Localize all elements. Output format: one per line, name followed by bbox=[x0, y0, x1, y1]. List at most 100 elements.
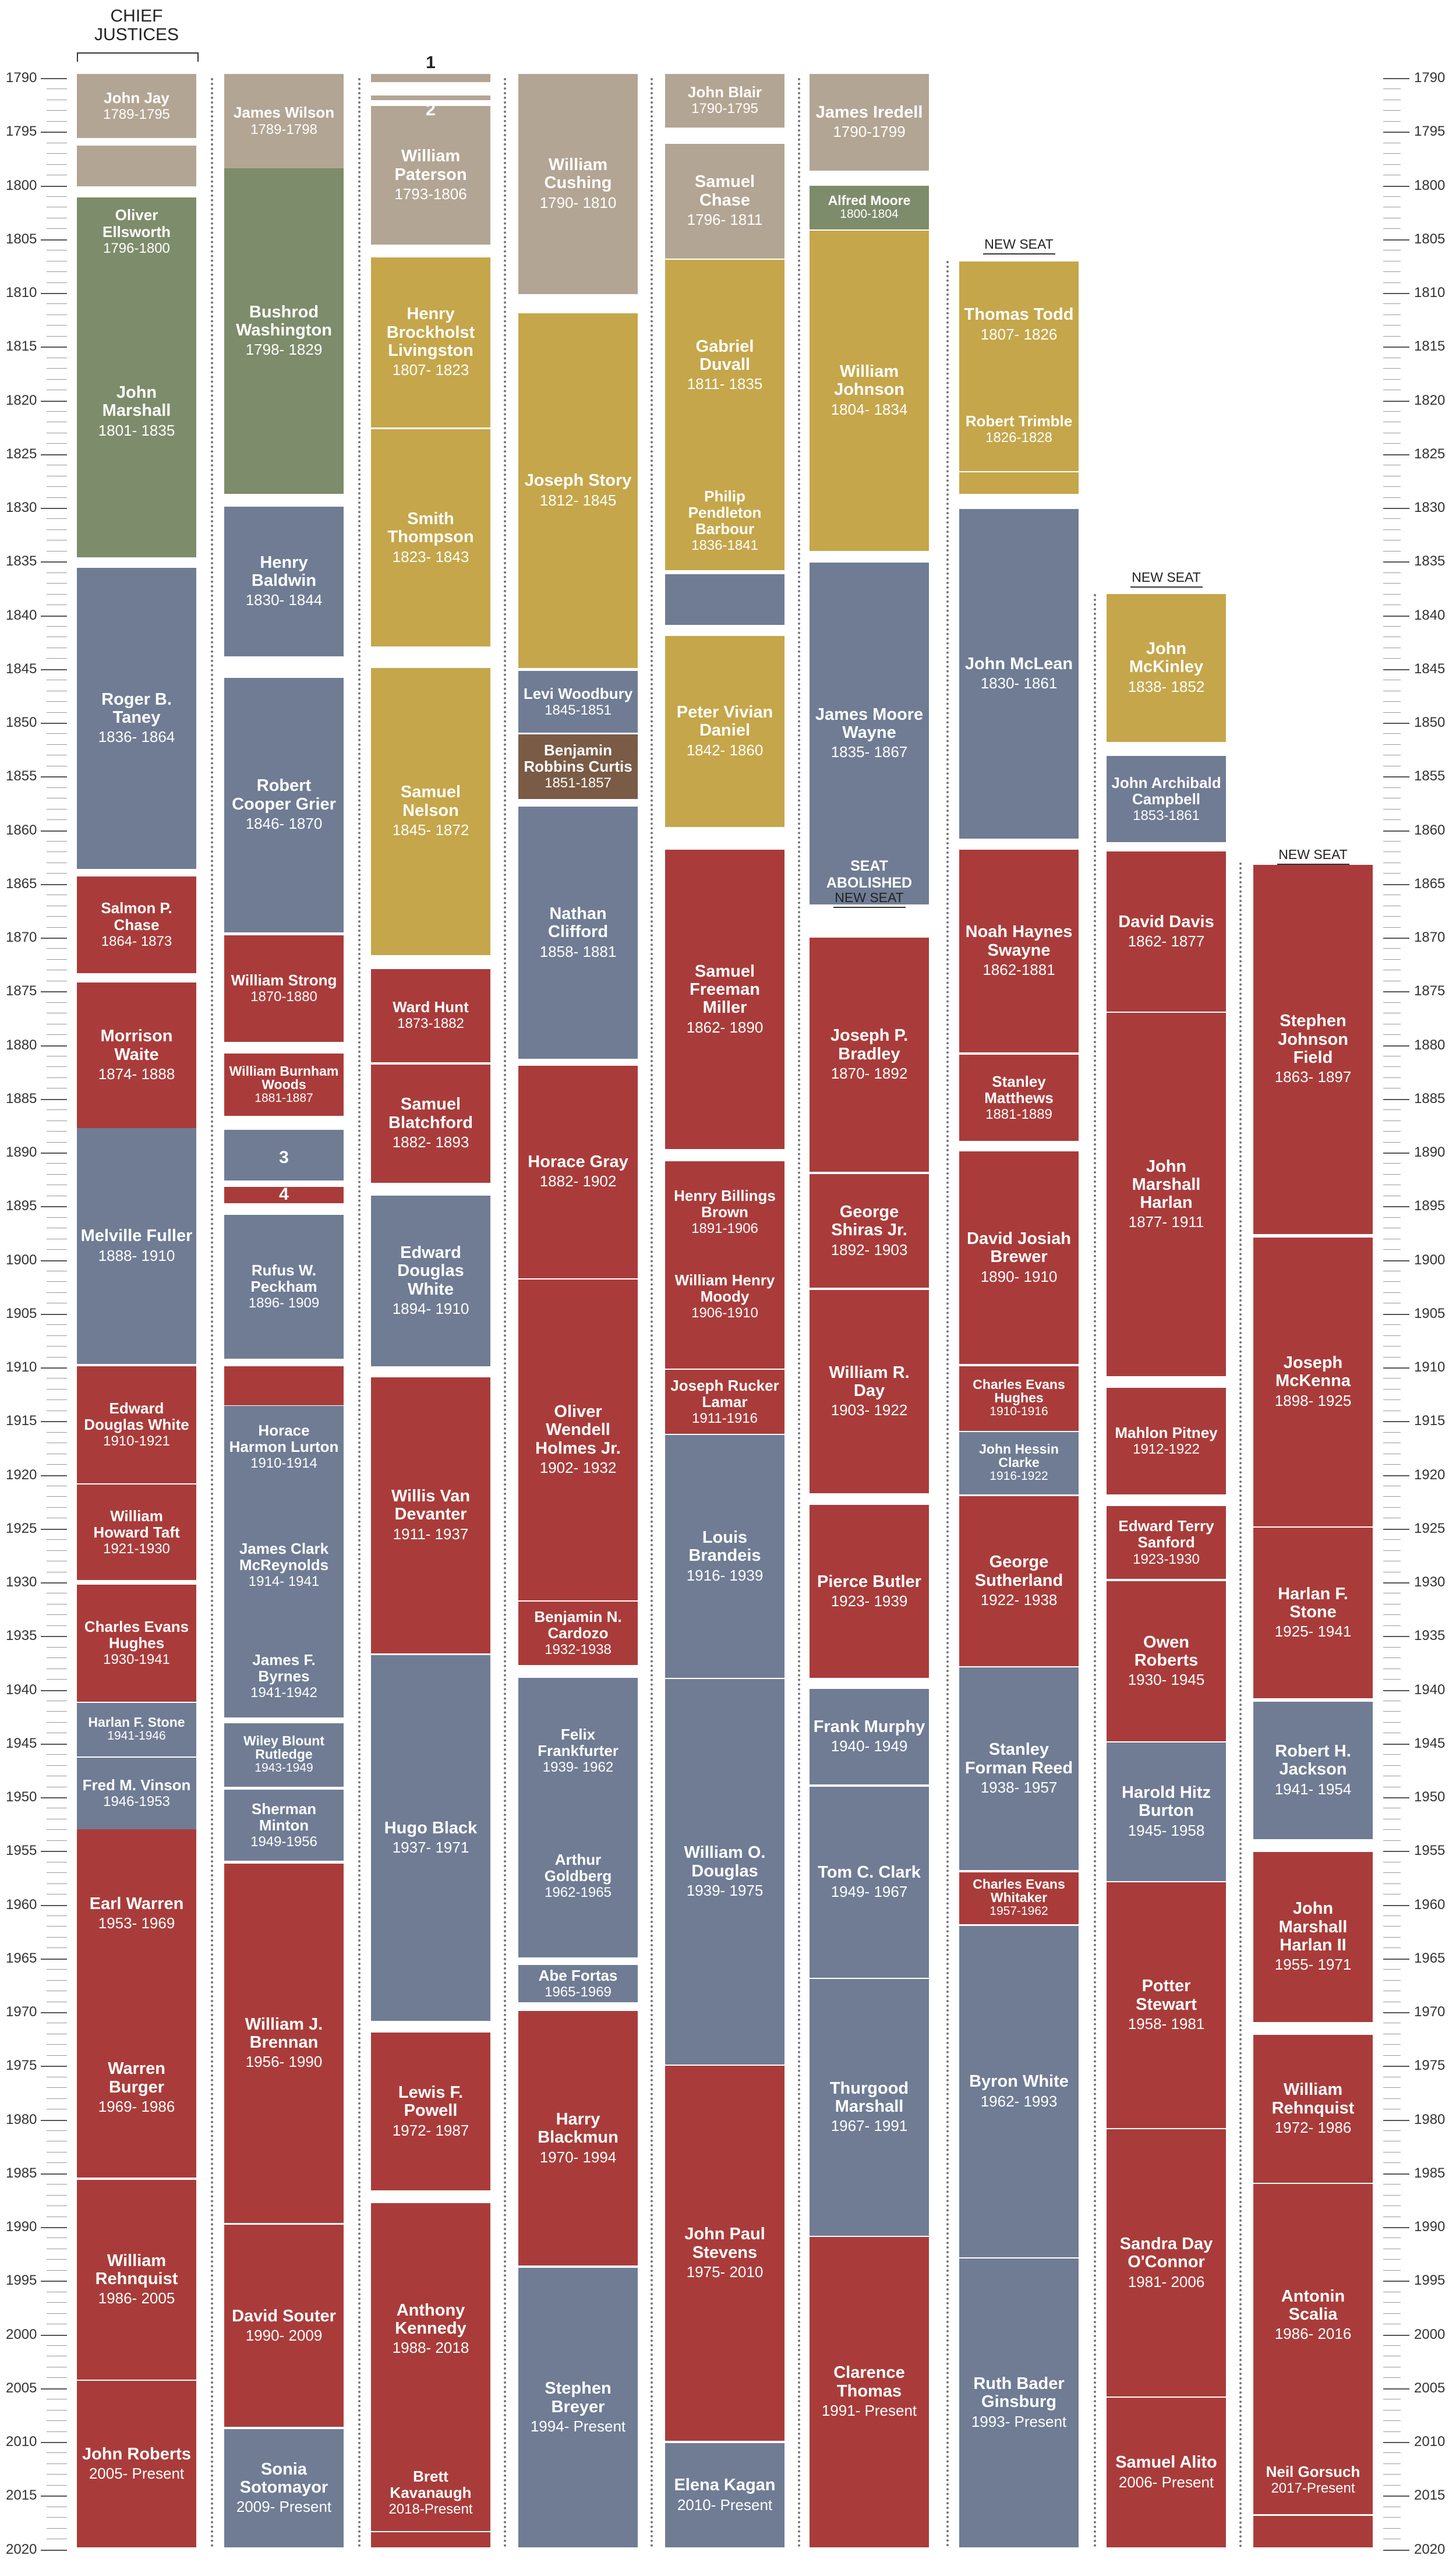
justice-tenure-bar: John Marshall Harlan 1877- 1911 bbox=[1107, 1013, 1226, 1376]
right-axis-tick bbox=[1383, 228, 1401, 229]
justice-years: 1842- 1860 bbox=[686, 741, 764, 759]
left-axis-tick bbox=[47, 1625, 67, 1626]
left-axis-tick bbox=[47, 1980, 67, 1981]
left-axis-tick bbox=[47, 1292, 67, 1293]
justice-years: 1941- 1954 bbox=[1274, 1780, 1352, 1798]
left-axis-label: 1980 bbox=[6, 2111, 37, 2127]
justice-name: Joseph P. Bradley bbox=[830, 1026, 909, 1063]
justice-name: Harold Hitz Burton bbox=[1121, 1783, 1211, 1821]
right-axis-tick bbox=[1383, 572, 1401, 573]
left-axis-label: 1835 bbox=[6, 553, 37, 570]
justice-name: James F. Byrnes bbox=[252, 1651, 316, 1685]
justice-tenure-bar: Nathan Clifford 1858- 1881 bbox=[518, 806, 638, 1059]
right-axis-tick bbox=[1383, 583, 1401, 584]
justice-tenure-bar: Elena Kagan 2010- Present bbox=[665, 2443, 784, 2547]
left-axis-label: 2005 bbox=[6, 2380, 37, 2396]
left-axis-tick bbox=[47, 2162, 67, 2164]
justice-years: 1910-1921 bbox=[103, 1433, 170, 1450]
left-axis-label: 1800 bbox=[6, 177, 37, 193]
justice-name: Robert H. Jackson bbox=[1275, 1742, 1351, 1779]
justice-tenure-bar: Willis Van Devanter 1911- 1937 bbox=[371, 1377, 490, 1653]
right-axis-tick bbox=[1383, 873, 1401, 874]
justice-years: 1975- 2010 bbox=[686, 2263, 764, 2281]
justice-tenure-bar: William J. Brennan 1956- 1990 bbox=[224, 1864, 344, 2223]
justice-years: 1888- 1910 bbox=[98, 1246, 175, 1264]
justice-name: Joseph McKenna bbox=[1275, 1353, 1351, 1391]
justice-name: Frank Murphy bbox=[813, 1717, 925, 1736]
right-axis-label: 1830 bbox=[1414, 500, 1446, 515]
justice-years: 1874- 1888 bbox=[98, 1065, 175, 1083]
justice-tenure-bar bbox=[224, 1130, 344, 1180]
right-axis-tick bbox=[1383, 2162, 1401, 2164]
justice-name: Robert Cooper Grier bbox=[232, 776, 336, 814]
column-separator bbox=[798, 78, 800, 2550]
right-axis-tick bbox=[1383, 1636, 1409, 1638]
right-axis-label: 1795 bbox=[1414, 123, 1446, 140]
left-axis-tick bbox=[41, 1797, 67, 1798]
column-separator bbox=[211, 78, 213, 2550]
justice-tenure-bar: James Iredell 1790-1799 bbox=[810, 73, 929, 171]
justice-years: 1916- 1939 bbox=[686, 1566, 764, 1584]
left-axis-tick bbox=[47, 733, 67, 734]
left-axis-tick bbox=[47, 1539, 67, 1540]
left-axis-tick bbox=[47, 625, 67, 627]
justice-years: 1830- 1861 bbox=[980, 674, 1058, 692]
right-axis-tick bbox=[1383, 561, 1409, 563]
justice-name: Peter Vivian Daniel bbox=[676, 702, 773, 740]
left-axis-tick bbox=[41, 830, 67, 832]
justice-years: 1793-1806 bbox=[394, 185, 467, 203]
right-axis-tick bbox=[1383, 808, 1401, 810]
justice-years: 1807- 1826 bbox=[980, 325, 1058, 343]
justice-tenure-bar bbox=[518, 1928, 638, 1957]
justice-years: 1914- 1941 bbox=[248, 1574, 320, 1590]
right-axis-tick bbox=[1383, 1872, 1401, 1874]
left-axis-tick bbox=[47, 518, 67, 519]
justice-tenure-bar: Oliver Ellsworth 1796-1800 bbox=[77, 197, 196, 266]
justice-name: Lewis F. Powell bbox=[398, 2083, 464, 2120]
justice-tenure-bar: William Paterson 1793-1806 bbox=[371, 105, 490, 245]
left-axis-tick bbox=[47, 2055, 67, 2056]
justice-name: Stephen Breyer bbox=[545, 2379, 612, 2416]
left-axis-tick bbox=[47, 1249, 67, 1250]
justice-tenure-bar: Louis Brandeis 1916- 1939 bbox=[665, 1435, 784, 1678]
right-axis-label: 1990 bbox=[1414, 2219, 1446, 2235]
justice-years: 1941-1946 bbox=[107, 1729, 166, 1743]
justice-tenure-bar bbox=[371, 2532, 490, 2547]
justice-name: Edward Douglas White bbox=[397, 1243, 464, 1299]
justice-name: Roger B. Taney bbox=[101, 690, 172, 727]
justice-name: John Marshall Harlan bbox=[1132, 1157, 1201, 1213]
justice-tenure-bar: Owen Roberts 1930- 1945 bbox=[1107, 1581, 1226, 1742]
justice-years: 1912-1922 bbox=[1133, 1441, 1200, 1458]
right-axis-tick bbox=[1383, 916, 1401, 917]
left-axis-tick bbox=[47, 271, 67, 273]
left-axis-tick bbox=[41, 1313, 67, 1315]
left-axis-tick bbox=[47, 2528, 67, 2529]
justice-name: Melville Fuller bbox=[80, 1227, 193, 1246]
left-axis-tick bbox=[41, 1260, 67, 1261]
justice-name: David Souter bbox=[232, 2306, 336, 2325]
justice-tenure-bar bbox=[665, 1330, 784, 1369]
right-axis-label: 1840 bbox=[1414, 607, 1446, 623]
justice-tenure-bar: Stanley Matthews 1881-1889 bbox=[959, 1055, 1079, 1141]
right-axis-tick bbox=[1383, 1217, 1401, 1218]
justice-tenure-bar bbox=[959, 472, 1079, 494]
right-axis-tick bbox=[1383, 550, 1401, 552]
left-axis-tick bbox=[47, 572, 67, 573]
left-axis-label: 1930 bbox=[6, 1574, 37, 1590]
left-axis-label: 1860 bbox=[6, 822, 37, 838]
right-axis-label: 1845 bbox=[1414, 660, 1446, 677]
left-axis-tick bbox=[41, 1958, 67, 1960]
right-axis-tick bbox=[1383, 2549, 1409, 2551]
right-axis-tick bbox=[1383, 2528, 1401, 2529]
justice-years: 1845- 1872 bbox=[392, 821, 469, 839]
left-axis-tick bbox=[47, 2377, 67, 2378]
right-axis-tick bbox=[1383, 1109, 1401, 1111]
justice-name: William Burnham Woods bbox=[229, 1063, 339, 1092]
justice-tenure-bar: Levi Woodbury 1845-1851 bbox=[518, 671, 638, 733]
right-axis-label: 1960 bbox=[1414, 1896, 1446, 1913]
column-separator bbox=[504, 78, 506, 2550]
left-axis-tick bbox=[47, 1936, 67, 1938]
left-axis-tick bbox=[47, 744, 67, 745]
justice-tenure-bar: Thomas Todd 1807- 1826 bbox=[959, 261, 1079, 388]
left-axis-label: 1985 bbox=[6, 2165, 37, 2181]
